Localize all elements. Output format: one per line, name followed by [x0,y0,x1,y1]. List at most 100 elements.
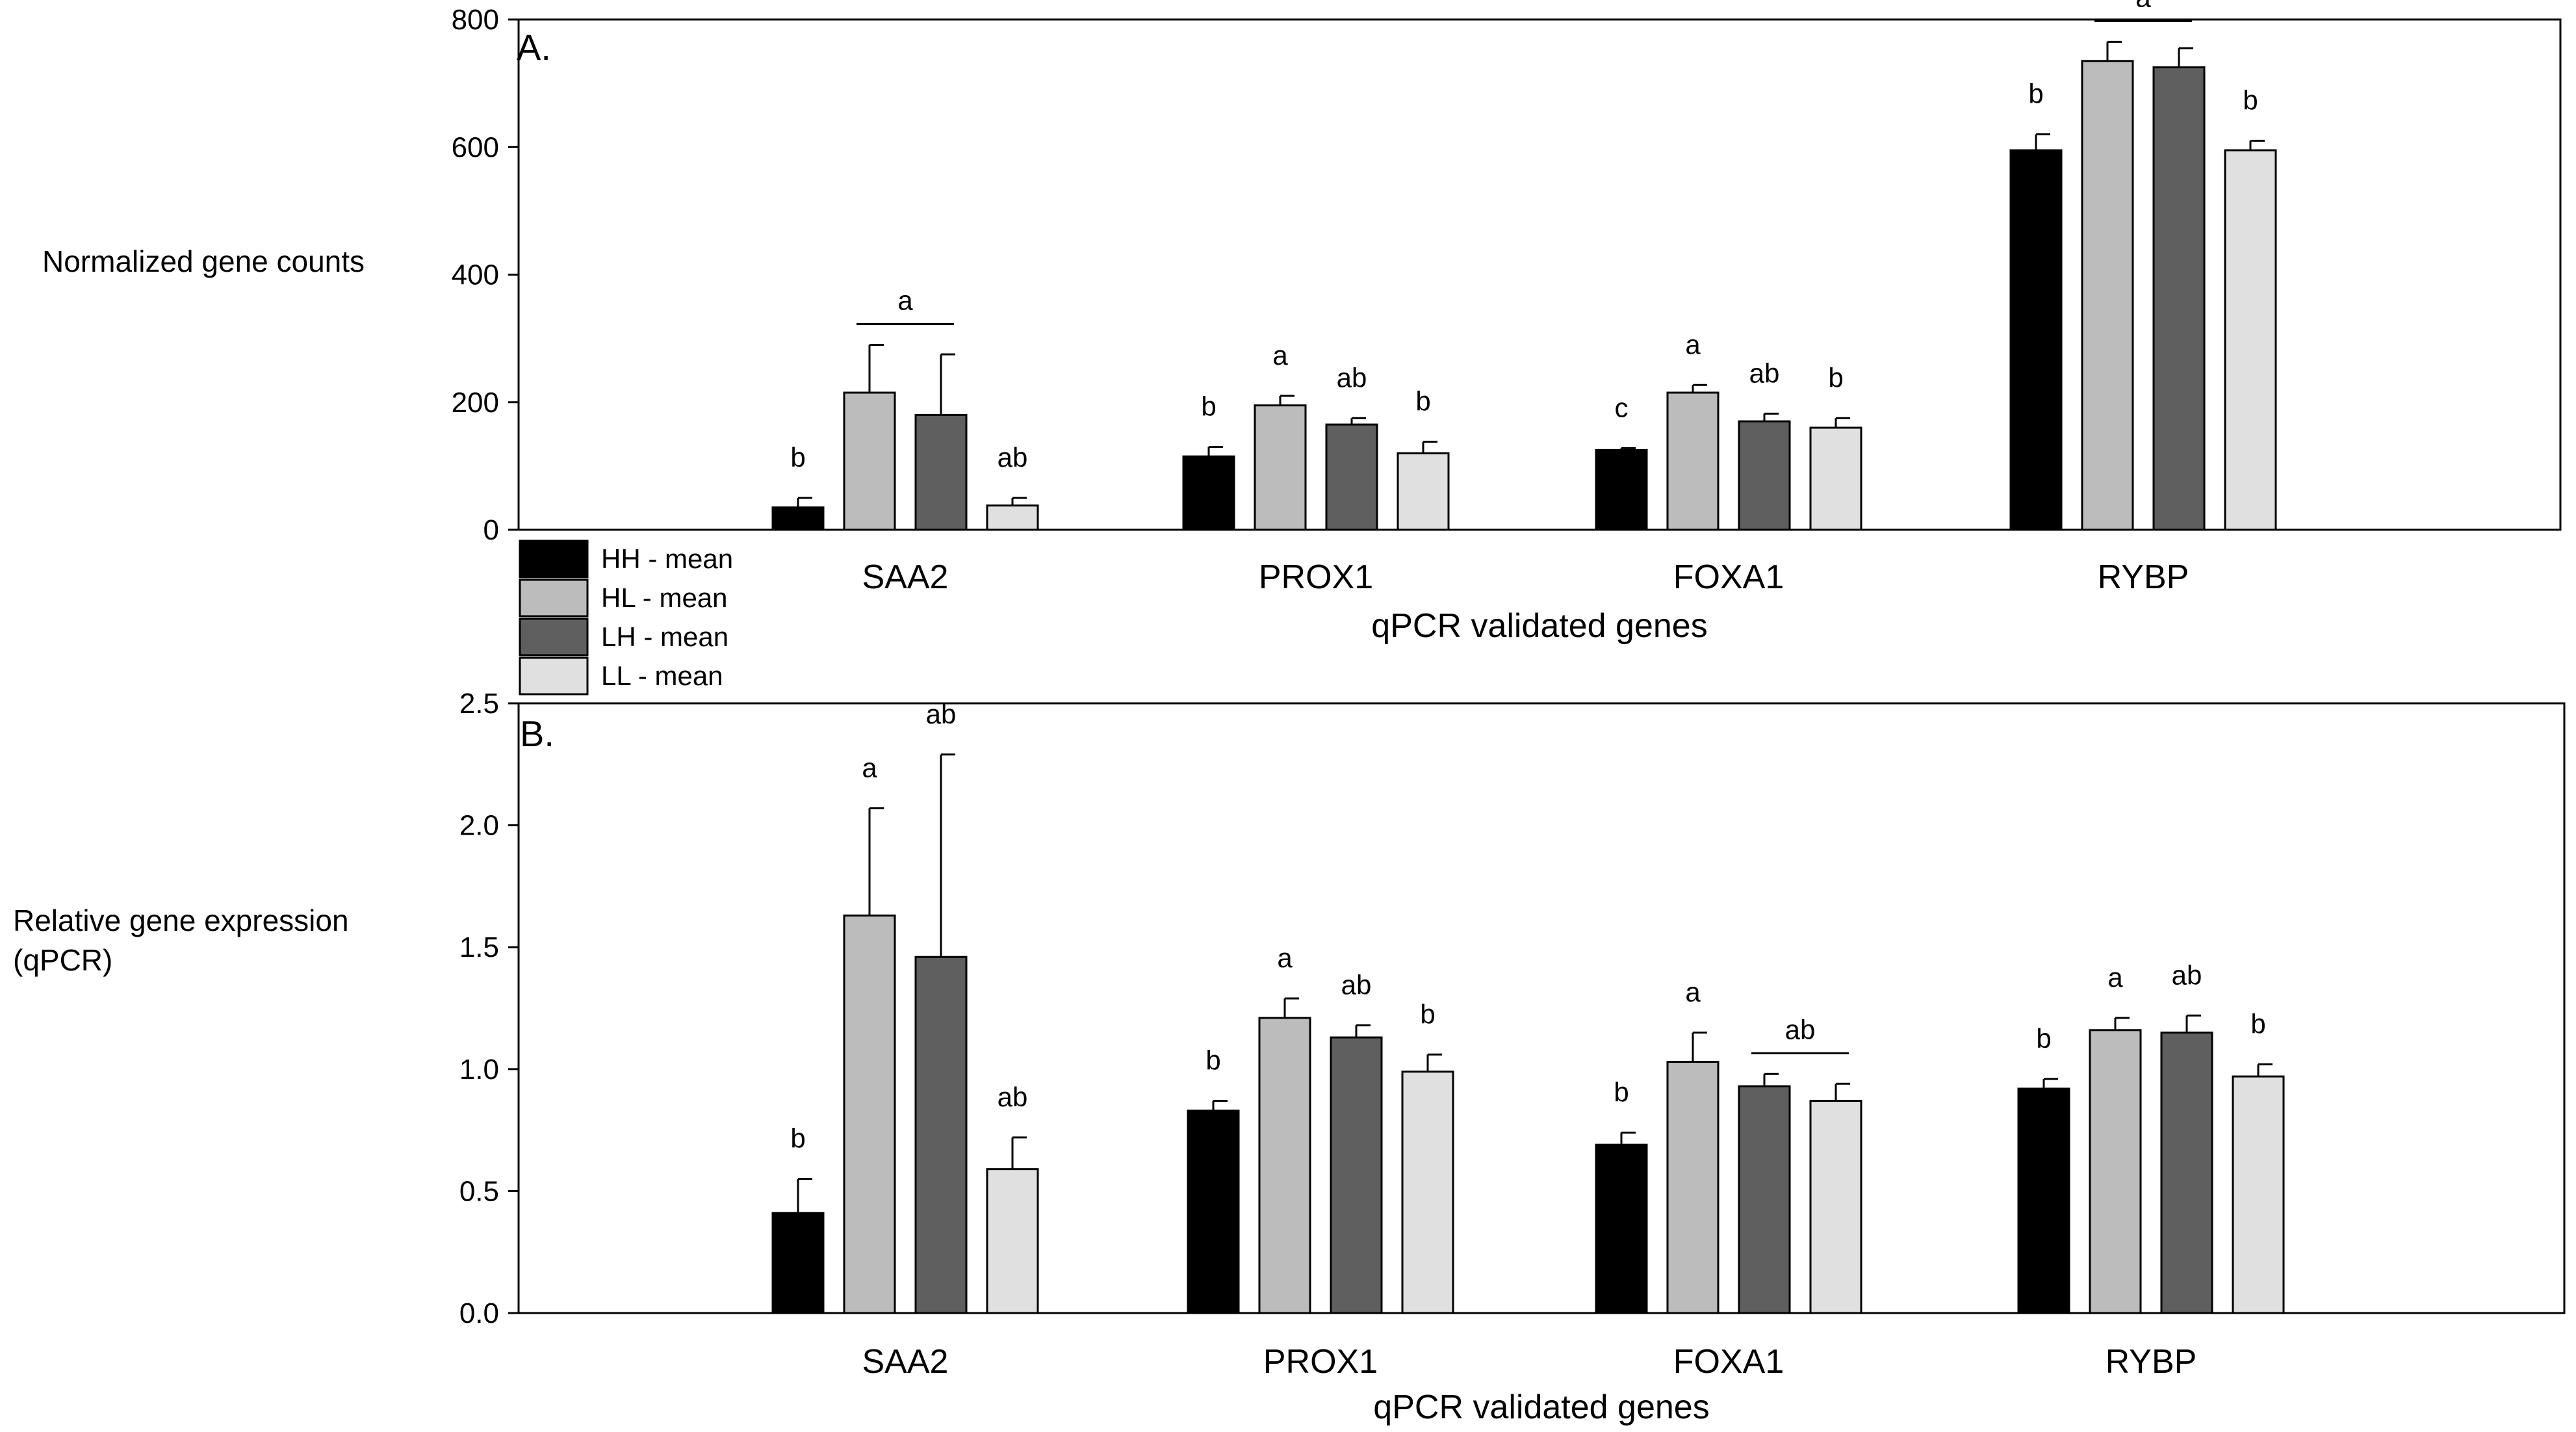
legend-label: HL - mean [601,582,728,613]
bar-hl-prox1 [1258,1017,1311,1314]
panel-label: B. [520,713,554,754]
y-tick-label: 0.0 [459,1297,499,1329]
y-tick-label: 600 [452,131,499,163]
x-category-label: RYBP [2098,558,2189,596]
bar-ll-saa2 [986,504,1039,531]
bar-ll-rybp [2232,1075,2285,1314]
bar-lh-foxa1 [1738,1085,1791,1314]
y-axis-title: (qPCR) [13,943,112,977]
bar-hh-rybp [2017,1087,2070,1314]
x-category-label: FOXA1 [1673,1343,1784,1381]
significance-letter: b [1420,998,1435,1029]
y-tick-label: 400 [452,259,499,291]
bar-lh-prox1 [1330,1036,1383,1314]
panel-label: A. [517,27,551,68]
significance-letter: b [1614,1076,1629,1107]
significance-letter: a [2135,0,2151,12]
legend-swatch-hh [519,540,589,579]
significance-letter: b [1205,1045,1220,1076]
significance-letter: a [862,752,877,783]
x-axis-title: qPCR validated genes [1373,1388,1709,1426]
y-tick-label: 800 [452,4,499,36]
legend-swatch-hl [519,579,589,618]
bar-hh-saa2 [771,1212,825,1314]
legend-label: LL - mean [601,660,723,691]
x-category-label: RYBP [2106,1343,2197,1381]
y-axis-title: Relative gene expression [13,904,349,937]
significance-letter: ab [1337,362,1367,393]
x-category-label: PROX1 [1263,1343,1378,1381]
significance-letter: ab [1785,1014,1816,1045]
bar-ll-foxa1 [1809,1100,1862,1314]
y-tick-label: 200 [452,387,499,419]
significance-letter: b [1415,386,1430,417]
bar-hh-prox1 [1182,455,1235,531]
x-category-label: FOXA1 [1673,558,1784,596]
significance-letter: a [1685,329,1701,359]
y-axis-title: Normalized gene counts [42,244,365,278]
significance-letter: ab [998,442,1028,473]
significance-letter: b [2250,1008,2265,1039]
bar-lh-saa2 [914,956,968,1314]
bar-hl-prox1 [1254,404,1307,531]
y-tick-label: 2.5 [459,688,499,720]
x-category-label: SAA2 [862,1343,949,1381]
plot-frame [517,702,2566,1314]
significance-letter: b [1828,362,1843,393]
bar-lh-prox1 [1325,423,1378,531]
bar-hl-rybp [2089,1029,2142,1314]
y-tick-label: 1.5 [459,931,499,963]
significance-letter: b [2243,85,2258,115]
bar-hh-prox1 [1187,1110,1240,1314]
bar-ll-foxa1 [1809,426,1862,531]
bar-hh-saa2 [771,506,825,531]
bar-lh-saa2 [914,413,968,531]
legend-swatch-lh [519,618,589,657]
bar-ll-prox1 [1401,1071,1454,1314]
bar-hh-rybp [2009,149,2063,531]
legend-label: LH - mean [601,621,728,652]
significance-letter: a [1685,977,1701,1008]
significance-letter: ab [926,699,957,729]
bar-hh-foxa1 [1595,449,1648,531]
bar-hl-foxa1 [1666,1061,1719,1314]
significance-letter: b [790,1123,805,1154]
significance-letter: a [1277,943,1293,973]
significance-letter: a [1272,340,1288,371]
x-category-label: SAA2 [862,558,949,596]
panel-a-chart: 0 200 400 600 800 Normalized gene counts A. SAA… [42,0,2562,645]
y-tick-label: 2.0 [459,810,499,842]
significance-letter: ab [998,1082,1028,1112]
significance-letter: a [897,285,913,315]
bar-ll-saa2 [986,1168,1039,1314]
bar-lh-rybp [2152,66,2206,531]
panel-b-chart: 0.0 0.5 1.0 1.5 2.0 2.5 Relative gene expressi… [13,688,2566,1426]
bar-lh-foxa1 [1738,420,1791,531]
bar-hl-saa2 [843,914,896,1314]
bar-hl-foxa1 [1666,391,1719,531]
y-tick-label: 1.0 [459,1054,499,1086]
legend: HH - mean HL - mean LH - mean LL - mean [519,540,733,696]
significance-letter: a [2107,962,2123,993]
significance-letter: b [790,442,805,473]
significance-letter: c [1615,392,1629,423]
x-category-label: PROX1 [1259,558,1373,596]
significance-letter: ab [2172,959,2202,990]
bar-hl-saa2 [843,391,896,531]
x-axis-title: qPCR validated genes [1371,607,1707,645]
bar-ll-rybp [2224,149,2277,531]
bar-ll-prox1 [1397,452,1450,531]
significance-letter: ab [1749,358,1780,388]
significance-letter: ab [1341,969,1372,1000]
y-tick-label: 0.5 [459,1175,499,1207]
y-tick-label: 0 [483,514,499,546]
significance-letter: b [2028,79,2043,109]
bar-hh-foxa1 [1595,1143,1648,1314]
bar-lh-rybp [2160,1032,2213,1314]
significance-letter: b [2036,1023,2051,1054]
legend-swatch-ll [519,657,589,696]
significance-letter: b [1201,391,1216,421]
legend-label: HH - mean [601,543,733,574]
bar-hl-rybp [2081,60,2134,531]
